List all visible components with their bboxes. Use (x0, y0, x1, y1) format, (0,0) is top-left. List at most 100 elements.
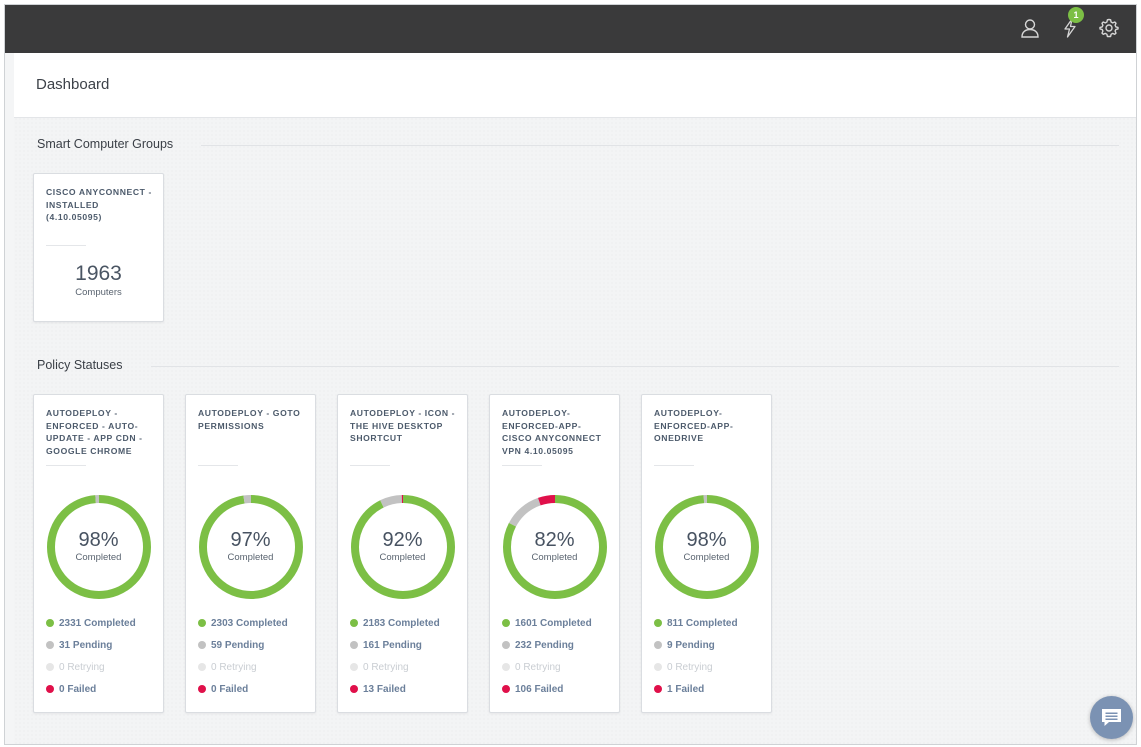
page-title: Dashboard (36, 76, 110, 93)
card-divider (654, 465, 694, 466)
completed-stat[interactable]: 2303 Completed (198, 618, 288, 629)
computer-count: 1963 (75, 262, 122, 285)
status-dot (350, 663, 358, 671)
user-icon[interactable] (1019, 17, 1041, 39)
policy-card[interactable]: AUTODEPLOY - ICON - THE HIVE DESKTOP SHO… (337, 394, 468, 713)
pending-stat[interactable]: 59 Pending (198, 640, 264, 651)
completion-donut (655, 495, 759, 599)
stat-text: 2331 Completed (59, 618, 136, 629)
policy-card[interactable]: AUTODEPLOY-ENFORCED-APP-ONEDRIVE 98% Compl… (641, 394, 772, 713)
completed-stat[interactable]: 2183 Completed (350, 618, 440, 629)
status-dot (198, 685, 206, 693)
completed-stat[interactable]: 811 Completed (654, 618, 738, 629)
stat-text: 106 Failed (515, 684, 564, 695)
completed-stat[interactable]: 2331 Completed (46, 618, 136, 629)
status-dot (654, 663, 662, 671)
retrying-stat: 0 Retrying (46, 662, 105, 673)
completion-label: Completed (683, 552, 730, 563)
failed-stat[interactable]: 0 Failed (46, 684, 96, 695)
pending-stat[interactable]: 161 Pending (350, 640, 422, 651)
stat-text: 1601 Completed (515, 618, 592, 629)
stat-text: 1 Failed (667, 684, 705, 695)
stat-text: 2303 Completed (211, 618, 288, 629)
stat-text: 0 Retrying (363, 662, 409, 673)
policy-card[interactable]: AUTODEPLOY - GOTO PERMISSIONS 97% Complete… (185, 394, 316, 713)
status-dot (654, 685, 662, 693)
completion-label: Completed (379, 552, 426, 563)
completion-donut (199, 495, 303, 599)
status-dot (502, 641, 510, 649)
status-dot (502, 663, 510, 671)
completion-donut (503, 495, 607, 599)
donut-segment-pending (655, 495, 759, 599)
policy-statuses-title: Policy Statuses (37, 358, 123, 372)
status-dot (198, 663, 206, 671)
stat-text: 31 Pending (59, 640, 113, 651)
stat-text: 59 Pending (211, 640, 265, 651)
pending-stat[interactable]: 232 Pending (502, 640, 574, 651)
donut-segment-failed (503, 495, 607, 599)
status-dot (350, 641, 358, 649)
donut-segment-pending (199, 495, 303, 599)
stat-text: 13 Failed (363, 684, 406, 695)
notification-badge[interactable]: 1 (1068, 7, 1084, 23)
failed-stat[interactable]: 13 Failed (350, 684, 406, 695)
lightning-icon[interactable] (1059, 17, 1081, 39)
stat-text: 0 Retrying (59, 662, 105, 673)
completion-percent: 98% (686, 529, 727, 551)
stat-text: 0 Failed (59, 684, 97, 695)
pending-stat[interactable]: 31 Pending (46, 640, 112, 651)
gear-icon[interactable] (1098, 17, 1120, 39)
stat-text: 0 Failed (211, 684, 249, 695)
policy-name: AUTODEPLOY - GOTO PERMISSIONS (198, 408, 301, 431)
donut-segment-pending (47, 495, 151, 599)
stat-text: 161 Pending (363, 640, 422, 651)
stat-text: 232 Pending (515, 640, 574, 651)
stat-text: 0 Retrying (515, 662, 561, 673)
stat-text: 0 Retrying (211, 662, 257, 673)
completion-label: Completed (75, 552, 122, 563)
stat-text: 0 Retrying (667, 662, 713, 673)
status-dot (46, 685, 54, 693)
status-dot (46, 663, 54, 671)
card-divider (46, 465, 86, 466)
completion-percent: 98% (78, 529, 119, 551)
dashboard-panel: Dashboard Smart Computer Groups CISCO AN… (14, 53, 1136, 744)
status-dot (502, 685, 510, 693)
page-header: Dashboard (14, 53, 1136, 118)
failed-stat[interactable]: 106 Failed (502, 684, 563, 695)
app-window: 1 Dashboard Smart Computer Groups CISCO … (4, 4, 1137, 745)
retrying-stat: 0 Retrying (502, 662, 561, 673)
card-divider (502, 465, 542, 466)
completion-label: Completed (531, 552, 578, 563)
failed-stat[interactable]: 0 Failed (198, 684, 248, 695)
stat-text: 811 Completed (667, 618, 738, 629)
pending-stat[interactable]: 9 Pending (654, 640, 715, 651)
retrying-stat: 0 Retrying (654, 662, 713, 673)
failed-stat[interactable]: 1 Failed (654, 684, 704, 695)
status-dot (350, 619, 358, 627)
completion-percent: 82% (534, 529, 575, 551)
status-dot (654, 641, 662, 649)
completion-donut (47, 495, 151, 599)
policy-card[interactable]: AUTODEPLOY-ENFORCED-APP-CISCO ANYCONNECT… (489, 394, 620, 713)
status-dot (350, 685, 358, 693)
status-dot (46, 619, 54, 627)
smart-group-card[interactable]: CISCO ANYCONNECT - INSTALLED (4.10.05095… (33, 173, 164, 322)
completed-stat[interactable]: 1601 Completed (502, 618, 592, 629)
top-bar: 1 (5, 5, 1136, 53)
section-divider (151, 366, 1119, 367)
card-divider (46, 245, 86, 246)
policy-name: AUTODEPLOY-ENFORCED-APP-CISCO ANYCONNECT… (502, 408, 602, 456)
status-dot (198, 619, 206, 627)
chat-button[interactable] (1090, 696, 1133, 739)
card-divider (198, 465, 238, 466)
status-dot (502, 619, 510, 627)
chat-icon (1102, 709, 1121, 726)
completion-label: Completed (227, 552, 274, 563)
policy-name: AUTODEPLOY-ENFORCED-APP-ONEDRIVE (654, 408, 734, 443)
status-dot (198, 641, 206, 649)
policy-card[interactable]: AUTODEPLOY - ENFORCED - AUTO-UPDATE - AP… (33, 394, 164, 713)
section-divider (201, 145, 1119, 146)
completion-percent: 97% (230, 529, 271, 551)
